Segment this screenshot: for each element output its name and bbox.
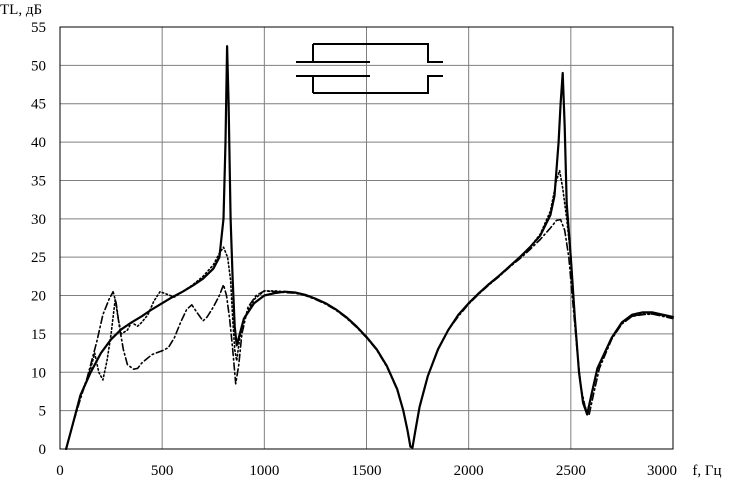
y-tick-label: 0 xyxy=(39,442,47,458)
y-tick-label: 50 xyxy=(31,58,46,74)
muffler-schematic-icon xyxy=(296,43,443,94)
x-axis-title: f, Гц xyxy=(692,463,721,479)
y-tick-label: 20 xyxy=(31,289,46,305)
y-tick-label: 10 xyxy=(31,365,46,381)
x-tick-label: 1000 xyxy=(249,463,279,479)
x-tick-label: 500 xyxy=(151,463,174,479)
series-line-dotted xyxy=(65,169,674,450)
x-tick-label: 2000 xyxy=(454,463,484,479)
gridlines xyxy=(60,27,673,449)
y-tick-labels: 0 5 10 15 20 25 30 35 40 45 50 55 xyxy=(31,20,46,458)
x-tick-labels: 0 500 1000 1500 2000 2500 3000 xyxy=(56,463,677,479)
y-tick-label: 25 xyxy=(31,250,46,266)
series-curves xyxy=(65,45,675,451)
y-tick-label: 30 xyxy=(31,212,46,228)
y-tick-label: 55 xyxy=(31,20,46,36)
y-tick-label: 35 xyxy=(31,173,46,189)
x-tick-label: 1500 xyxy=(352,463,382,479)
y-tick-label: 45 xyxy=(31,97,46,113)
x-tick-label: 2500 xyxy=(556,463,586,479)
y-tick-label: 40 xyxy=(31,135,46,151)
y-tick-label: 15 xyxy=(31,327,46,343)
plot-frame xyxy=(59,26,674,450)
y-tick-label: 5 xyxy=(39,404,47,420)
x-tick-label: 3000 xyxy=(647,463,677,479)
y-axis-title: TL, дБ xyxy=(0,2,42,18)
series-line-dash-dot xyxy=(65,218,674,450)
x-tick-label: 0 xyxy=(56,463,64,479)
